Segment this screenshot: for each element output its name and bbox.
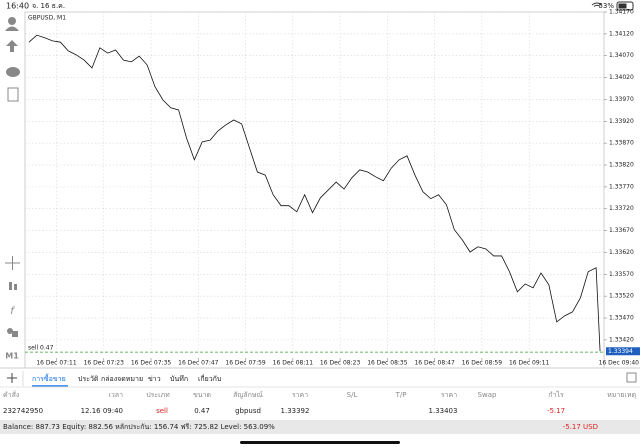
candle-icon-2 — [14, 284, 17, 290]
y-tick-label: 1.34020 — [609, 74, 634, 81]
column-header: คำสั่ง — [3, 390, 19, 399]
cell-order[interactable]: 232742950 — [3, 407, 43, 415]
x-tick-label: 16 Dec 08:47 — [414, 360, 455, 367]
battery-fill — [618, 3, 627, 9]
cell-price: 1.33392 — [281, 407, 310, 415]
tab[interactable]: บันทึก — [170, 374, 188, 383]
cell-symbol: gbpusd — [235, 407, 261, 415]
x-tick-label: 16 Dec 07:47 — [178, 360, 219, 367]
footer-band — [0, 420, 640, 434]
y-tick-label: 1.33920 — [609, 118, 634, 125]
toolbar: f — [5, 17, 20, 337]
price-line — [28, 34, 601, 352]
column-header: ราคา — [441, 391, 457, 399]
column-header: เวลา — [108, 391, 123, 399]
y-tick-label: 1.33770 — [609, 183, 634, 190]
x-tick-label: 16 Dec 07:35 — [131, 360, 172, 367]
account-icon[interactable] — [8, 17, 16, 25]
y-tick-label: 1.33970 — [609, 96, 634, 103]
y-tick-label: 1.33820 — [609, 162, 634, 169]
chart: 1.34170 1.34120 1.34070 1.34020 1.33970 1.339… — [25, 9, 640, 367]
x-tick-label: 16 Dec 09:11 — [509, 360, 550, 367]
account-summary: Balance: 887.73 Equity: 882.56 หลักประกั… — [3, 423, 275, 431]
x-tick-label: 16 Dec 07:23 — [84, 360, 125, 367]
cell-current-price: 1.33403 — [429, 407, 458, 415]
chart-frame — [24, 11, 605, 369]
tab[interactable]: ประวัติ — [78, 375, 99, 383]
tab[interactable]: ข่าว — [148, 375, 161, 383]
chat-icon[interactable] — [6, 67, 20, 77]
crosshair-icon[interactable] — [5, 256, 20, 270]
y-tick-label: 1.34120 — [609, 30, 634, 37]
battery-level: 53% — [598, 2, 614, 10]
cell-type: sell — [156, 407, 168, 415]
status-date: จ. 16 ธ.ค. — [32, 2, 65, 10]
tab[interactable]: กล่องจดหมาย — [101, 375, 143, 383]
battery-icon — [616, 1, 634, 11]
position-label: sell 0.47 — [28, 345, 54, 352]
tab[interactable]: การซื้อขาย — [32, 372, 66, 383]
column-header: T/P — [395, 391, 407, 399]
column-header: หมายเหตุ — [607, 391, 636, 399]
tabs: การซื้อขาย ประวัติ กล่องจดหมาย ข่าว บันทึก เก… — [32, 372, 221, 387]
cell-size: 0.47 — [194, 407, 210, 415]
current-time-label: 16 Dec 09:40 — [599, 360, 640, 367]
current-price-box — [606, 347, 640, 356]
chart-title: GBPUSD, M1 — [28, 15, 66, 22]
column-header: ราคา — [292, 391, 308, 399]
candle-icon[interactable] — [9, 282, 12, 290]
objects-icon[interactable] — [7, 328, 13, 334]
column-header: ประเภท — [146, 391, 170, 399]
y-tick-label: 1.34070 — [609, 52, 634, 59]
y-tick-label: 1.34170 — [609, 9, 634, 16]
cell-time: 12.16 09:40 — [81, 407, 123, 415]
y-tick-label: 1.33620 — [609, 249, 634, 256]
objects-icon-2 — [12, 331, 18, 337]
column-header: S/L — [347, 391, 358, 399]
y-tick-label: 1.33570 — [609, 271, 634, 278]
y-tick-label: 1.33870 — [609, 140, 634, 147]
add-button[interactable] — [7, 373, 17, 383]
account-icon-body — [5, 26, 19, 31]
x-tick-label: 16 Dec 08:23 — [320, 360, 361, 367]
cell-profit: -5.17 — [547, 407, 565, 415]
column-header: Swap — [478, 391, 497, 399]
status-time: 16:40 — [6, 2, 29, 11]
y-tick-label: 1.33470 — [609, 315, 634, 322]
y-tick-label: 1.33670 — [609, 227, 634, 234]
x-tick-label: 16 Dec 08:35 — [367, 360, 408, 367]
x-tick-label: 16 Dec 07:11 — [36, 360, 77, 367]
current-price-label: 1.33394 — [608, 348, 633, 355]
column-header: ขนาด — [193, 391, 211, 399]
y-tick-label: 1.33420 — [609, 336, 634, 343]
x-tick-label: 16 Dec 08:59 — [462, 360, 503, 367]
home-indicator — [240, 441, 400, 444]
tab[interactable]: เกี่ยวกับ — [198, 374, 221, 383]
timeframe-button[interactable]: M1 — [5, 352, 19, 361]
column-header: กำไร — [548, 390, 564, 399]
doc-icon[interactable] — [7, 87, 19, 102]
table: คำสั่ง เวลา ประเภท ขนาด สัญลักษณ์ ราคา S/L T/P ร… — [3, 390, 636, 415]
wifi-icon — [591, 2, 603, 7]
y-tick-label: 1.33520 — [609, 293, 634, 300]
column-header: สัญลักษณ์ — [233, 391, 263, 399]
trade-icon[interactable] — [6, 40, 18, 52]
function-icon[interactable]: f — [10, 306, 15, 317]
settings-icon[interactable] — [626, 372, 637, 383]
x-tick-label: 16 Dec 07:59 — [225, 360, 266, 367]
y-tick-label: 1.33720 — [609, 205, 634, 212]
x-tick-label: 16 Dec 08:11 — [273, 360, 314, 367]
total-profit: -5.17 USD — [563, 423, 598, 431]
